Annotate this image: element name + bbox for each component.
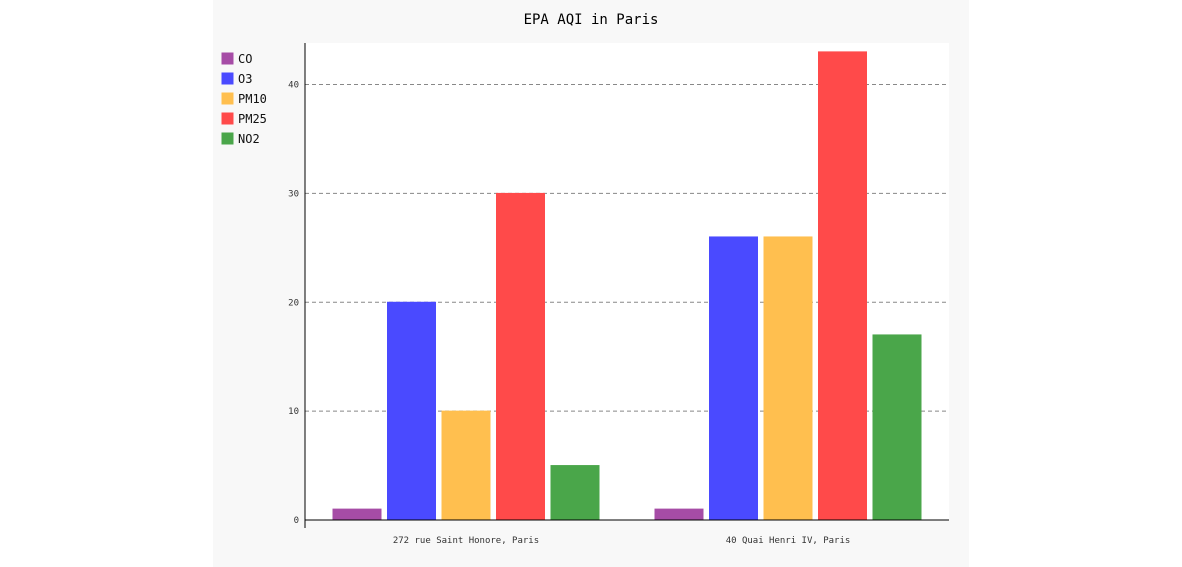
legend-item-co[interactable]: CO: [221, 52, 252, 66]
bar-pm10-0[interactable]: [441, 410, 491, 521]
legend-swatch: [221, 112, 234, 125]
y-tick-label: 10: [288, 407, 299, 417]
bar-pm10-1[interactable]: [763, 236, 813, 521]
legend-label: O3: [238, 72, 252, 86]
bar-o3-0[interactable]: [387, 301, 436, 521]
bar-co-1[interactable]: [654, 508, 704, 521]
bar-o3-1[interactable]: [709, 236, 758, 521]
y-tick-label: 20: [288, 298, 299, 308]
x-category-label: 272 rue Saint Honore, Paris: [393, 536, 539, 546]
bars: [332, 51, 922, 521]
legend-item-no2[interactable]: NO2: [221, 132, 260, 146]
x-category-labels: 272 rue Saint Honore, Paris 40 Quai Henri…: [393, 536, 850, 546]
legend-swatch: [221, 132, 234, 145]
legend-swatch: [221, 52, 234, 65]
y-tick-label: 0: [294, 516, 299, 526]
bar-pm25-0[interactable]: [496, 192, 545, 521]
legend-swatch: [221, 92, 234, 105]
legend-swatch: [221, 72, 234, 85]
axes: [304, 43, 949, 528]
legend-label: PM25: [238, 112, 267, 126]
legend-item-pm25[interactable]: PM25: [221, 112, 267, 126]
legend-label: NO2: [238, 132, 260, 146]
y-tick-labels: 0 10 20 30 40: [288, 81, 299, 526]
y-tick-label: 40: [288, 81, 299, 91]
legend[interactable]: CO O3 PM10 PM25 NO2: [221, 52, 267, 146]
bar-no2-1[interactable]: [872, 334, 922, 521]
chart-title: EPA AQI in Paris: [524, 12, 659, 28]
legend-label: CO: [238, 52, 252, 66]
bar-co-0[interactable]: [332, 508, 382, 521]
x-category-label: 40 Quai Henri IV, Paris: [726, 536, 851, 546]
bar-pm25-1[interactable]: [818, 51, 867, 521]
legend-item-o3[interactable]: O3: [221, 72, 252, 86]
y-tick-label: 30: [288, 189, 299, 199]
legend-item-pm10[interactable]: PM10: [221, 92, 267, 106]
legend-label: PM10: [238, 92, 267, 106]
bar-no2-0[interactable]: [550, 465, 600, 521]
